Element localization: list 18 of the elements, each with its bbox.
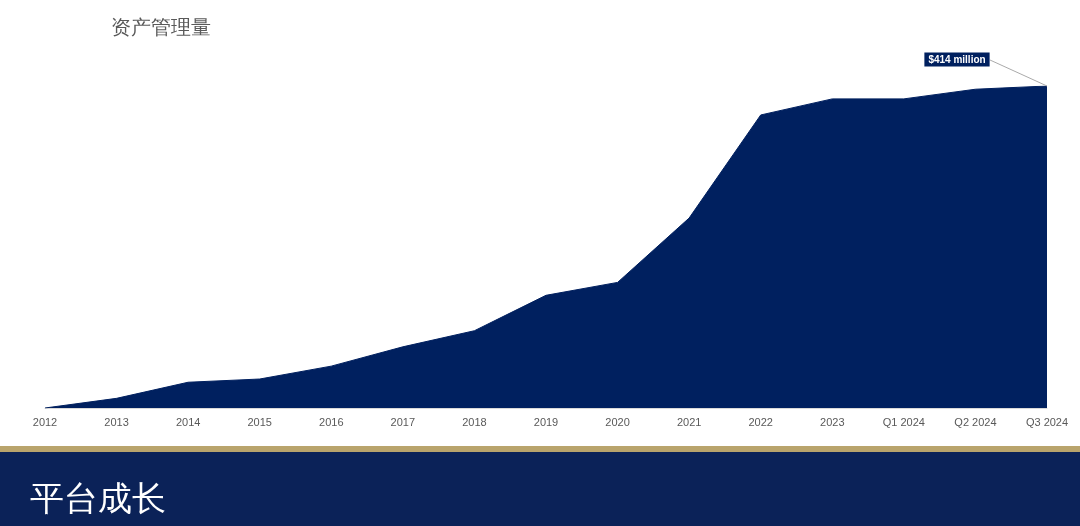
x-tick-label: 2019 <box>533 415 559 428</box>
x-tick-label: 2020 <box>605 415 630 428</box>
x-tick-label: 2022 <box>748 415 773 428</box>
x-tick-label: Q1 2024 <box>882 415 925 428</box>
x-tick-label: Q3 2024 <box>1025 415 1069 428</box>
text: 平台成长 <box>30 478 166 518</box>
x-tick-label: Q2 2024 <box>954 415 997 428</box>
x-tick-label: 2017 <box>390 415 416 428</box>
x-tick-label: 2014 <box>175 415 201 428</box>
chart-title: 资产管理量 <box>111 15 211 39</box>
x-tick-label: 2012 <box>32 415 58 428</box>
x-tick-label: 2018 <box>462 415 487 428</box>
x-tick-label: 2016 <box>319 415 344 428</box>
x-tick-label: 2023 <box>820 415 845 428</box>
x-tick-label: 2015 <box>247 415 272 428</box>
x-tick-label: 2021 <box>676 415 702 428</box>
annotation: $414 million <box>928 54 986 65</box>
x-tick-label: 2013 <box>104 415 129 428</box>
